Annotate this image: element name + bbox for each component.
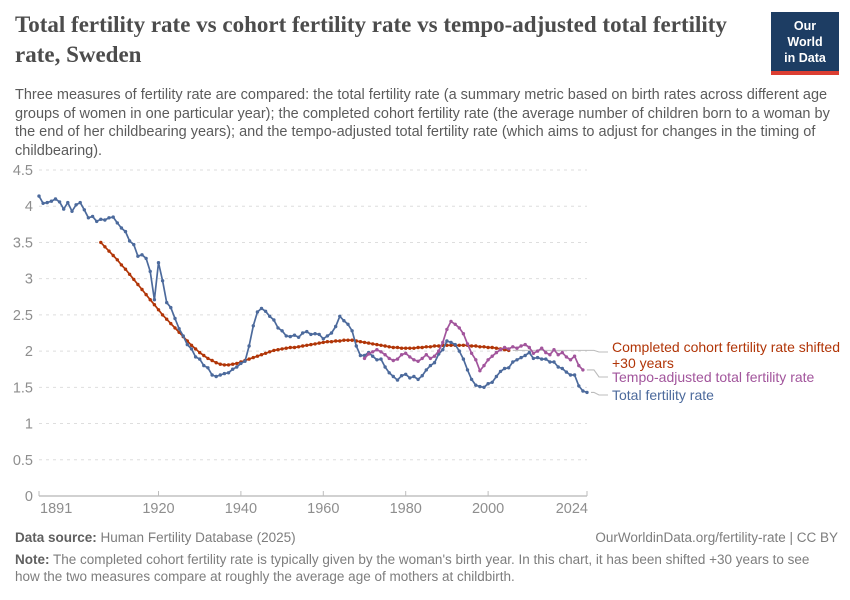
series-markers-completed-cohort-fertility-rate-shifted-30-years [99, 240, 511, 367]
x-tick-label: 2024 [556, 501, 588, 517]
page-title: Total fertility rate vs cohort fertility… [15, 12, 727, 68]
legend-connector [591, 391, 608, 396]
owid-logo-line1: Our World [787, 19, 823, 49]
legend-item-cohort-fertility-shifted: Completed cohort fertility rate shifted … [612, 339, 840, 371]
legend-connector [586, 369, 608, 378]
legend-connector [512, 349, 608, 353]
data-source-value: Human Fertility Database (2025) [100, 530, 296, 545]
y-tick-label: 4 [25, 199, 33, 215]
owid-logo: Our World in Data [771, 12, 839, 75]
series-markers-tempo-adjusted-total-fertility-rate [362, 319, 585, 373]
chart-subtitle: Three measures of fertility rate are com… [15, 87, 830, 159]
y-tick-label: 3 [25, 272, 33, 288]
series-line-completed-cohort-fertility-rate-shifted-30-years [99, 241, 510, 366]
y-tick-label: 0.5 [13, 453, 33, 469]
chart-note: Note: The completed cohort fertility rat… [15, 551, 837, 585]
x-tick-label: 1940 [225, 501, 257, 517]
y-tick-label: 2 [25, 344, 33, 360]
y-tick-label: 1 [25, 417, 33, 433]
note-text: The completed cohort fertility rate is t… [15, 552, 810, 584]
y-tick-label: 2.5 [13, 308, 33, 324]
y-tick-label: 3.5 [13, 235, 33, 251]
series-line-tempo-adjusted-total-fertility-rate [363, 320, 584, 372]
y-tick-label: 1.5 [13, 380, 33, 396]
note-label: Note: [15, 552, 50, 567]
x-tick-label: 1920 [142, 501, 174, 517]
legend-item-total-fertility-rate: Total fertility rate [612, 387, 714, 403]
series-markers-total-fertility-rate [37, 194, 589, 395]
x-tick-label: 1891 [40, 501, 72, 517]
owid-url-license-link[interactable]: OurWorldinData.org/fertility-rate | CC B… [595, 530, 838, 545]
series-line-total-fertility-rate [38, 195, 588, 394]
owid-logo-line2: in Data [784, 51, 826, 65]
x-tick-label: 2000 [472, 501, 504, 517]
data-source-line: Data source: Human Fertility Database (2… [15, 530, 296, 545]
x-tick-label: 1960 [307, 501, 339, 517]
y-tick-label: 0 [25, 489, 33, 505]
x-tick-label: 1980 [390, 501, 422, 517]
legend-item-tempo-adjusted-tfr: Tempo-adjusted total fertility rate [612, 369, 815, 385]
y-tick-label: 4.5 [13, 163, 33, 179]
data-source-label: Data source: [15, 530, 97, 545]
